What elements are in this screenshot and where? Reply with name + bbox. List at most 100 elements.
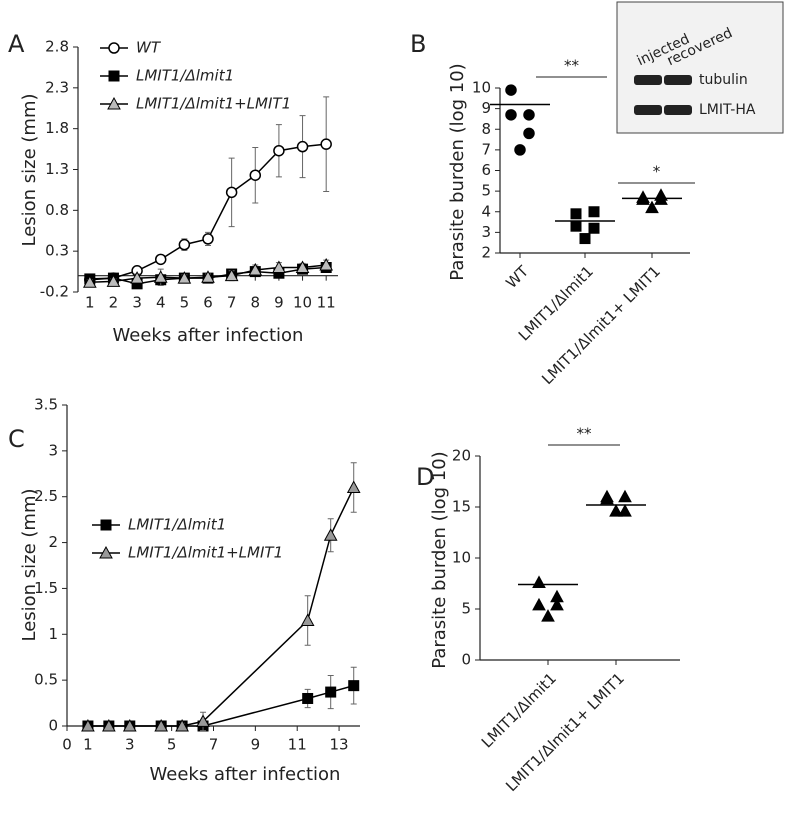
blot-band — [634, 75, 662, 85]
y-tick-label: 2.8 — [45, 38, 69, 56]
data-point — [175, 718, 189, 732]
y-tick-label: 2.3 — [45, 78, 69, 96]
series-line — [89, 143, 327, 281]
x-tick-label: 11 — [317, 294, 336, 312]
data-point — [550, 597, 564, 611]
x-tick-label: WT — [502, 262, 532, 292]
legend-marker — [99, 545, 113, 559]
panel-letter: C — [8, 425, 25, 453]
x-tick-label: 7 — [227, 294, 237, 312]
legend-label: WT — [136, 39, 162, 57]
x-tick-label: 6 — [203, 294, 213, 312]
panel-letter: A — [8, 30, 25, 58]
data-point — [570, 220, 582, 232]
y-tick-label: 15 — [452, 498, 471, 516]
panel-letter: B — [410, 30, 426, 58]
data-point — [325, 686, 337, 698]
x-tick-label: LMIT1/Δlmit1+ LMIT1 — [502, 669, 628, 795]
data-point — [225, 186, 238, 199]
y-tick-label: 4 — [481, 202, 491, 220]
data-point — [654, 192, 668, 205]
data-point — [532, 597, 546, 611]
data-point — [319, 258, 334, 271]
blot-row-label: tubulin — [699, 72, 748, 88]
legend-marker — [100, 519, 112, 531]
legend-label: LMIT1/Δlmit1 — [128, 516, 226, 534]
x-tick-label: 8 — [250, 294, 260, 312]
data-point — [296, 140, 309, 153]
data-point — [273, 144, 285, 157]
significance-label: ** — [564, 57, 580, 75]
data-point — [154, 253, 167, 266]
series-line — [87, 684, 354, 727]
data-point — [106, 274, 121, 287]
data-point — [636, 192, 650, 205]
data-point — [618, 489, 632, 503]
data-point — [295, 260, 310, 273]
data-point — [570, 208, 582, 220]
legend-marker — [107, 96, 121, 110]
blot-band — [664, 105, 692, 115]
data-point — [81, 718, 95, 732]
legend-label: LMIT1/Δlmit1+LMIT1 — [128, 544, 283, 562]
x-axis-label: Weeks after infection — [150, 764, 341, 785]
data-point — [323, 528, 338, 541]
x-tick-label: 9 — [274, 294, 284, 312]
y-tick-label: 2 — [481, 244, 491, 262]
legend-marker — [108, 42, 120, 54]
x-tick-label: 5 — [180, 294, 190, 312]
x-tick-label: 11 — [288, 736, 307, 754]
data-point — [82, 275, 97, 288]
data-point — [302, 692, 314, 704]
y-tick-label: 2 — [48, 533, 58, 551]
blot-row-label: LMIT-HA — [699, 102, 756, 118]
y-tick-label: 0 — [461, 651, 471, 669]
x-tick-label: 13 — [330, 736, 349, 754]
data-point — [346, 480, 361, 494]
x-tick-label: 3 — [125, 736, 135, 754]
y-tick-label: 0.3 — [45, 242, 69, 260]
y-axis-label: Lesion size (mm) — [19, 93, 40, 246]
legend-label: LMIT1/Δlmit1+LMIT1 — [136, 95, 291, 113]
data-point — [248, 262, 263, 276]
data-point — [523, 109, 535, 121]
data-point — [588, 206, 600, 218]
y-tick-label: 10 — [452, 549, 471, 567]
blot-band — [634, 105, 662, 115]
data-point — [201, 270, 215, 283]
data-point — [320, 138, 332, 150]
data-point — [541, 609, 555, 622]
blot-band — [664, 75, 692, 85]
y-tick-label: 3.5 — [34, 396, 58, 414]
x-axis-label: Weeks after infection — [113, 325, 304, 346]
legend-label: LMIT1/Δlmit1 — [136, 67, 234, 85]
y-axis-label: Parasite burden (log 10) — [429, 451, 450, 668]
data-point — [579, 233, 591, 245]
data-point — [154, 718, 169, 732]
y-axis-label: Parasite burden (log 10) — [447, 63, 468, 280]
y-tick-label: 2.5 — [34, 487, 58, 505]
x-tick-label: 10 — [293, 294, 312, 312]
data-point — [588, 222, 600, 234]
data-point — [348, 680, 360, 692]
data-point — [300, 613, 315, 627]
y-tick-label: 5 — [481, 182, 491, 200]
x-tick-label: 5 — [167, 736, 177, 754]
data-point — [122, 718, 137, 732]
x-tick-label: 4 — [156, 294, 166, 312]
x-tick-label: 1 — [85, 294, 95, 312]
data-point — [600, 491, 614, 505]
y-axis-label: Lesion size (mm) — [19, 488, 40, 641]
y-tick-label: -0.2 — [40, 283, 69, 301]
data-point — [153, 270, 168, 283]
x-tick-label: 2 — [109, 294, 119, 312]
data-point — [272, 260, 286, 273]
significance-label: * — [653, 163, 661, 181]
y-tick-label: 6 — [481, 161, 491, 179]
y-tick-label: 7 — [481, 140, 491, 158]
data-point — [523, 127, 535, 140]
y-tick-label: 0 — [48, 717, 58, 735]
data-point — [249, 169, 262, 181]
y-tick-label: 9 — [481, 99, 491, 117]
y-tick-label: 0.5 — [34, 671, 58, 689]
